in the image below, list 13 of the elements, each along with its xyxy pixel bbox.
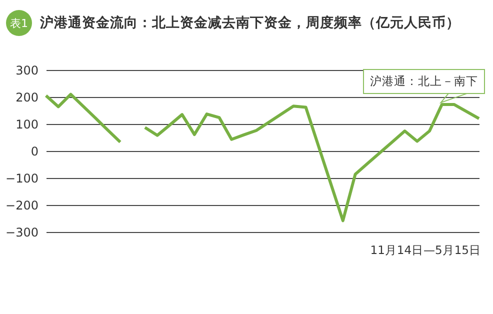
- y-tick-label: 300: [16, 64, 38, 78]
- line-series: [143, 103, 480, 222]
- y-tick-label: 100: [16, 118, 38, 132]
- y-tick-label: 0: [30, 144, 38, 158]
- text: 表1: [6, 10, 32, 36]
- line-series: [44, 92, 122, 144]
- y-tick-label: 200: [16, 90, 38, 104]
- text: 沪港通：北上－南下: [363, 68, 485, 94]
- text: 11月14日—5月15日: [370, 243, 481, 258]
- y-tick-label: −200: [6, 198, 38, 212]
- y-tick-label: −100: [6, 172, 38, 186]
- chart-title: 沪港通资金流向：北上资金减去南下资金，周度频率（亿元人民币）: [40, 14, 460, 32]
- y-tick-label: −300: [6, 226, 38, 240]
